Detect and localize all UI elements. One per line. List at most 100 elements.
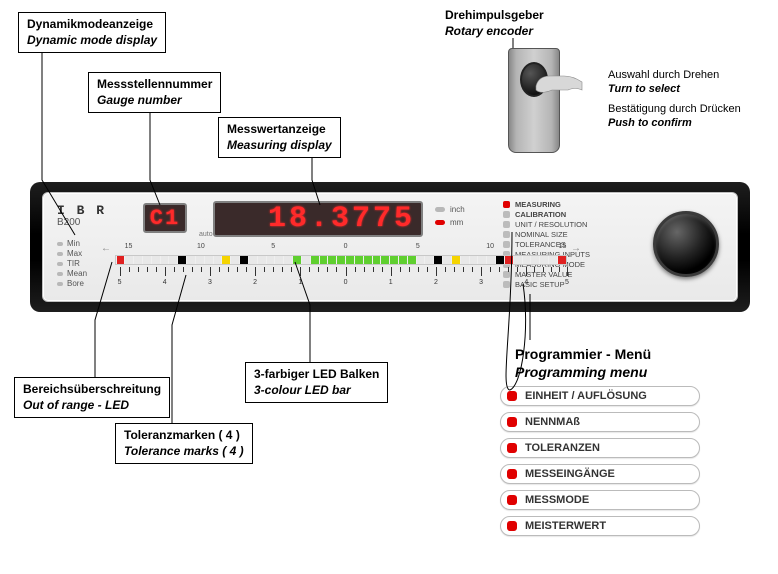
- led-bar-segment: [452, 256, 460, 264]
- minor-tick: [291, 267, 292, 272]
- menu-label: MEASURING: [515, 200, 561, 209]
- prog-menu-item[interactable]: MESSEINGÄNGE: [500, 464, 700, 484]
- prog-menu-item[interactable]: EINHEIT / AUFLÖSUNG: [500, 386, 700, 406]
- led-bar-segment: [240, 256, 248, 264]
- prog-menu-label: EINHEIT / AUFLÖSUNG: [525, 390, 647, 402]
- callout-tol-de: Toleranzmarken ( 4 ): [124, 428, 244, 444]
- led-bar-segment: [293, 256, 301, 264]
- minor-tick: [282, 267, 283, 272]
- led-bar-segment: [117, 256, 125, 264]
- prog-menu-label: TOLERANZEN: [525, 442, 600, 454]
- minor-tick: [559, 267, 560, 272]
- led-bar-segment: [470, 256, 478, 264]
- minor-tick: [138, 267, 139, 272]
- enc-push-en: Push to confirm: [608, 116, 741, 130]
- led-bar-segment: [514, 256, 522, 264]
- measuring-value: 18.3775: [268, 202, 415, 236]
- major-tick: [481, 267, 482, 276]
- menu-led-icon: [507, 521, 517, 531]
- mode-led-list: MinMaxTIRMeanBore: [57, 239, 87, 289]
- callout-ledbar-de: 3-farbiger LED Balken: [254, 367, 379, 383]
- major-tick: [391, 267, 392, 276]
- led-dot: [57, 252, 63, 256]
- scale-number: 5: [118, 279, 122, 286]
- mode-led-row: Min: [57, 239, 87, 249]
- minor-tick: [174, 267, 175, 272]
- led-bar-segment: [328, 256, 336, 264]
- menu-row[interactable]: CALIBRATION: [503, 209, 590, 219]
- led-bar-segment: [152, 256, 160, 264]
- callout-oor-en: Out of range - LED: [23, 398, 161, 414]
- menu-led-icon: [507, 495, 517, 505]
- minor-tick: [246, 267, 247, 272]
- unit-label: inch: [450, 205, 465, 214]
- unit-led-row: mm: [435, 218, 465, 227]
- top-scale-label: 5: [271, 243, 275, 250]
- menu-led: [503, 221, 510, 228]
- minor-tick: [445, 267, 446, 272]
- minor-tick: [551, 267, 552, 272]
- programming-menu: EINHEIT / AUFLÖSUNG NENNMAß TOLERANZEN MESS…: [500, 380, 700, 542]
- minor-tick: [454, 267, 455, 272]
- minor-tick: [192, 267, 193, 272]
- minor-tick: [400, 267, 401, 272]
- prog-menu-item[interactable]: MEISTERWERT: [500, 516, 700, 536]
- callout-gauge-en: Gauge number: [97, 93, 212, 109]
- top-scale-label: 0: [344, 243, 348, 250]
- led-bar-segment: [355, 256, 363, 264]
- rotary-knob[interactable]: [653, 211, 719, 277]
- mode-led-label: Mean: [67, 269, 87, 279]
- major-tick: [120, 267, 121, 276]
- scale-number: 5: [565, 279, 569, 286]
- menu-row[interactable]: MEASURING: [503, 199, 590, 209]
- led-bar-segment: [549, 256, 557, 264]
- led-bar-segment: [205, 256, 213, 264]
- mode-led-label: Bore: [67, 279, 84, 289]
- led-bar-segment: [408, 256, 416, 264]
- major-tick: [210, 267, 211, 276]
- minor-tick: [508, 267, 509, 272]
- mode-led-label: Max: [67, 249, 82, 259]
- mode-led-row: Bore: [57, 279, 87, 289]
- callout-ledbar-en: 3-colour LED bar: [254, 383, 379, 399]
- led-bar-segment: [478, 256, 486, 264]
- scale-number: 1: [298, 279, 302, 286]
- minor-tick: [273, 267, 274, 272]
- auto-label: auto: [199, 231, 213, 238]
- prog-menu-item[interactable]: NENNMAß: [500, 412, 700, 432]
- minor-tick: [309, 267, 310, 272]
- brand-label: I B R: [57, 203, 106, 218]
- led-bar-segment: [178, 256, 186, 264]
- minor-tick: [472, 267, 473, 272]
- minor-tick: [129, 267, 130, 272]
- callout-encoder-en: Rotary encoder: [445, 24, 544, 40]
- major-tick: [436, 267, 437, 276]
- led-bar-segment: [373, 256, 381, 264]
- led-bar-segment: [381, 256, 389, 264]
- major-tick: [300, 267, 301, 276]
- top-scale-label: 15: [125, 243, 133, 250]
- led-bar-segment: [196, 256, 204, 264]
- callout-dynamic-en: Dynamic mode display: [27, 33, 157, 49]
- minor-tick: [534, 267, 535, 272]
- led-dot: [57, 282, 63, 286]
- callout-oor-de: Bereichsüberschreitung: [23, 382, 161, 398]
- top-scale-label: 10: [197, 243, 205, 250]
- minor-tick: [219, 267, 220, 272]
- menu-row[interactable]: NOMINAL SIZE: [503, 229, 590, 239]
- led-dot: [57, 242, 63, 246]
- minor-tick: [318, 267, 319, 272]
- menu-row[interactable]: UNIT / RESOLUTION: [503, 219, 590, 229]
- progmenu-en: Programming menu: [515, 363, 651, 381]
- led-bar-segment: [390, 256, 398, 264]
- prog-menu-item[interactable]: MESSMODE: [500, 490, 700, 510]
- callout-encoder-de: Drehimpulsgeber: [445, 8, 544, 24]
- minor-tick: [427, 267, 428, 272]
- bottom-scale: 54321012345: [115, 267, 567, 287]
- prog-menu-item[interactable]: TOLERANZEN: [500, 438, 700, 458]
- callout-gauge-de: Messstellennummer: [97, 77, 212, 93]
- encoder-illustration: [490, 48, 590, 158]
- mode-led-row: TIR: [57, 259, 87, 269]
- menu-led: [503, 211, 510, 218]
- gauge-value: C1: [150, 206, 180, 231]
